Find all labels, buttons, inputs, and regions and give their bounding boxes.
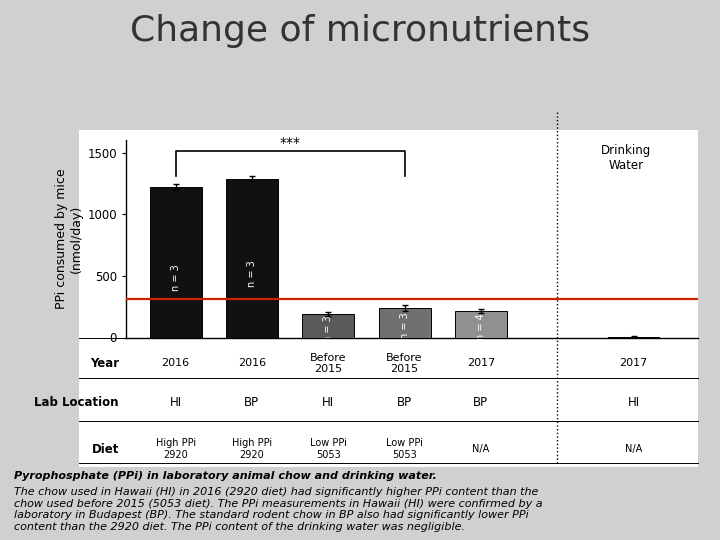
Text: n = 3: n = 3 <box>247 261 257 287</box>
Text: Change of micronutrients: Change of micronutrients <box>130 14 590 48</box>
Text: BP: BP <box>473 396 488 409</box>
Text: n = 3: n = 3 <box>323 315 333 341</box>
Text: Before
2015: Before 2015 <box>310 353 346 374</box>
Y-axis label: PPi consumed by mice
(nmol/day): PPi consumed by mice (nmol/day) <box>55 168 84 309</box>
Text: n = 3: n = 3 <box>400 312 410 339</box>
Text: HI: HI <box>169 396 181 409</box>
Bar <box>150 187 202 338</box>
Text: N/A: N/A <box>625 444 642 454</box>
Text: HI: HI <box>627 396 639 409</box>
Bar <box>302 314 354 338</box>
Bar <box>379 308 431 338</box>
Text: Pyrophosphate (PPi) in laboratory animal chow and drinking water.: Pyrophosphate (PPi) in laboratory animal… <box>14 471 437 481</box>
Text: BP: BP <box>397 396 412 409</box>
Text: The chow used in Hawaii (HI) in 2016 (2920 diet) had significantly higher PPi co: The chow used in Hawaii (HI) in 2016 (29… <box>14 487 543 532</box>
Text: n = 4: n = 4 <box>476 314 486 340</box>
Text: 2017: 2017 <box>467 359 495 368</box>
Text: BP: BP <box>244 396 259 409</box>
Text: Lab Location: Lab Location <box>35 396 119 409</box>
Text: Low PPi
5053: Low PPi 5053 <box>386 438 423 460</box>
Bar <box>455 311 507 338</box>
Bar <box>608 336 660 338</box>
Text: n = 3: n = 3 <box>171 264 181 291</box>
Text: Low PPi
5053: Low PPi 5053 <box>310 438 347 460</box>
Text: High PPi
2920: High PPi 2920 <box>232 438 272 460</box>
Text: HI: HI <box>322 396 334 409</box>
Text: N/A: N/A <box>472 444 490 454</box>
Bar <box>226 179 278 338</box>
Text: ***: *** <box>279 136 300 150</box>
Text: 2016: 2016 <box>161 359 189 368</box>
Text: Drinking
Water: Drinking Water <box>600 144 651 172</box>
Text: Diet: Diet <box>91 443 119 456</box>
Text: High PPi
2920: High PPi 2920 <box>156 438 196 460</box>
Text: Before
2015: Before 2015 <box>387 353 423 374</box>
Text: Year: Year <box>90 357 119 370</box>
Text: 2017: 2017 <box>619 359 648 368</box>
Text: 2016: 2016 <box>238 359 266 368</box>
